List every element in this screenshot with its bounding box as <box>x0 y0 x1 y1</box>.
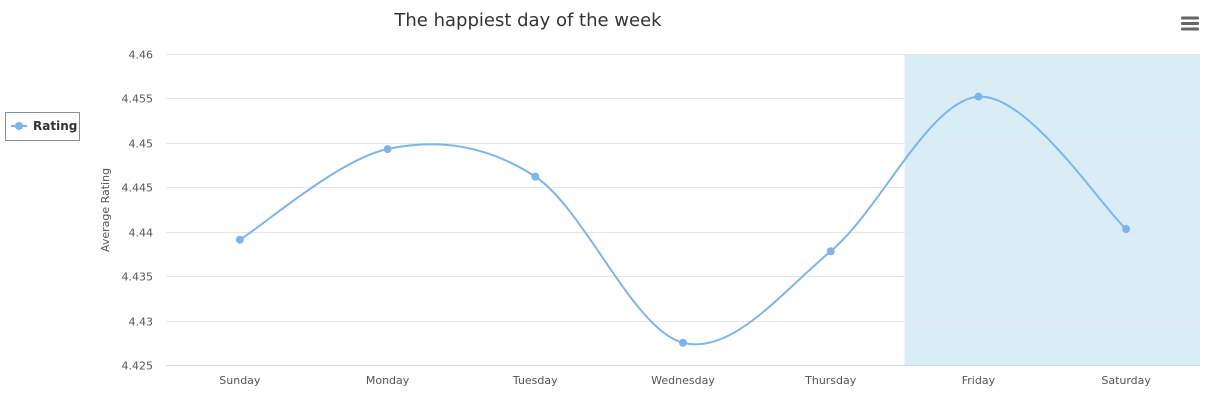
x-tick-label: Thursday <box>804 374 857 387</box>
y-tick-label: 4.435 <box>122 271 154 284</box>
y-tick-label: 4.44 <box>129 227 154 240</box>
x-tick-label: Monday <box>366 374 410 387</box>
legend-label-rating: Rating <box>33 119 77 133</box>
x-tick-label: Wednesday <box>651 374 715 387</box>
data-point-thursday[interactable] <box>826 247 835 256</box>
y-tick-label: 4.46 <box>129 49 154 62</box>
y-axis-ticks: 4.425 4.43 4.435 4.44 4.445 4.45 4.455 4.46 <box>122 49 154 373</box>
data-point-friday[interactable] <box>974 92 983 101</box>
legend-box <box>5 112 80 141</box>
grid-lines <box>166 54 1200 366</box>
x-tick-label: Saturday <box>1101 374 1151 387</box>
y-tick-label: 4.45 <box>129 138 154 151</box>
series-points <box>235 92 1131 347</box>
y-tick-label: 4.455 <box>122 93 154 106</box>
hamburger-menu-icon[interactable] <box>1175 8 1203 38</box>
menu-bar-top <box>1181 16 1199 20</box>
y-tick-label: 4.425 <box>122 360 154 373</box>
menu-bar-middle <box>1181 22 1199 25</box>
data-point-wednesday[interactable] <box>679 338 687 347</box>
data-point-monday[interactable] <box>383 145 392 154</box>
x-tick-label: Sunday <box>219 374 261 387</box>
data-point-sunday[interactable] <box>235 235 244 244</box>
chart-title: The happiest day of the week <box>393 10 662 31</box>
data-point-saturday[interactable] <box>1122 225 1131 234</box>
data-point-tuesday[interactable] <box>531 172 540 181</box>
x-axis-ticks: Sunday Monday Tuesday Wednesday Thursday Frid… <box>219 374 1151 387</box>
legend-marker-rating <box>15 122 23 130</box>
y-tick-label: 4.445 <box>122 182 154 195</box>
menu-bar-bottom <box>1181 27 1199 31</box>
plot-band-highlight <box>904 54 1200 365</box>
legend[interactable]: Rating <box>5 112 80 141</box>
x-tick-label: Friday <box>962 374 996 387</box>
x-tick-label: Tuesday <box>512 374 558 387</box>
y-tick-label: 4.43 <box>129 316 154 329</box>
y-axis-label: Average Rating <box>99 168 112 252</box>
